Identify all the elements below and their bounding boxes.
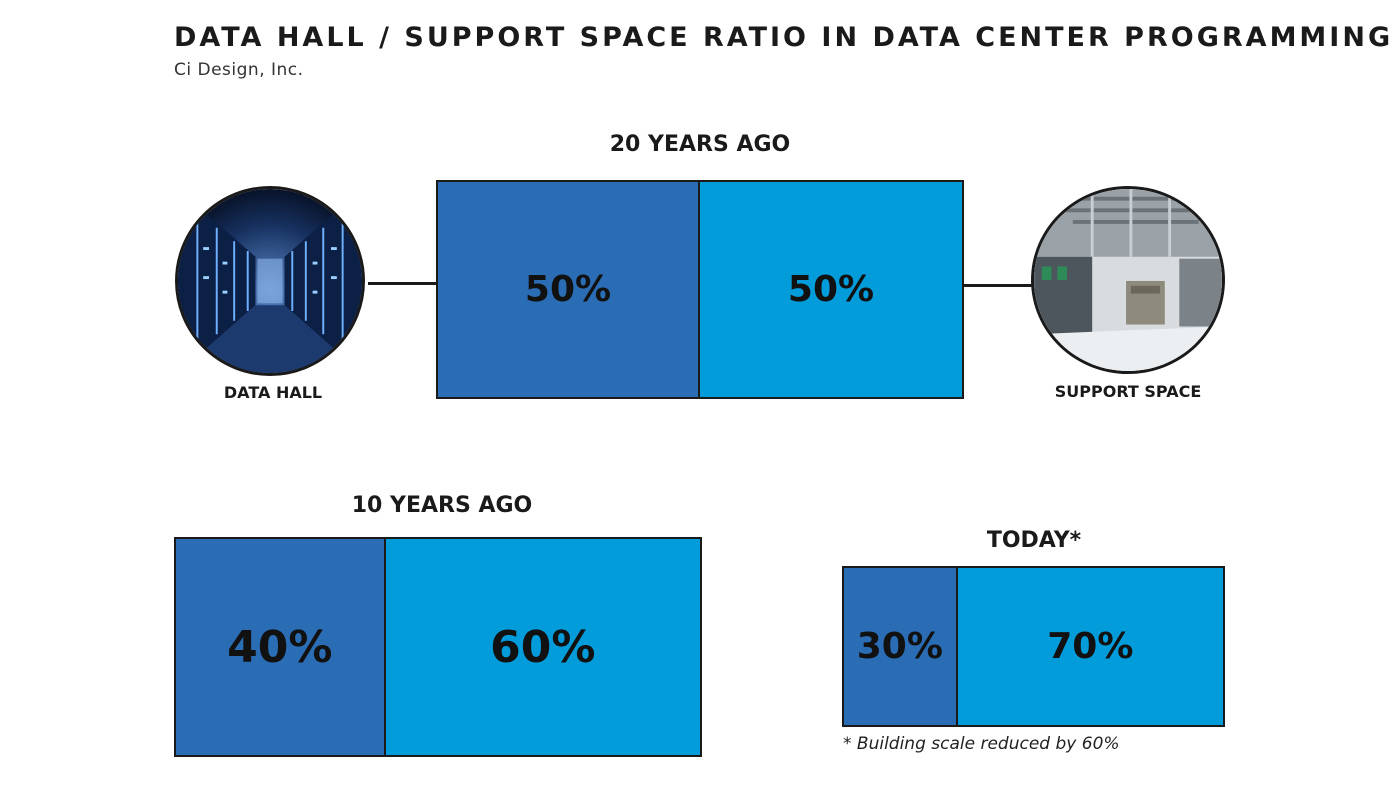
bar-20-years-ago: 50% 50% [436,180,964,399]
support-space-label: SUPPORT SPACE [1054,382,1202,401]
data-hall-photo [175,186,365,376]
support-space-percent-label: 50% [787,269,875,310]
data-hall-segment: 30% [844,568,958,725]
data-hall-segment: 50% [438,182,700,397]
data-hall-percent-label: 40% [227,621,333,673]
heading-10-years-ago: 10 YEARS AGO [351,493,533,518]
data-hall-segment: 40% [176,539,386,755]
data-hall-label: DATA HALL [223,383,323,402]
data-hall-percent-label: 50% [524,269,612,310]
bar-today: 30% 70% [842,566,1225,727]
footnote: * Building scale reduced by 60% [843,734,1120,754]
support-space-photo [1031,186,1225,374]
bar-10-years-ago: 40% 60% [174,537,702,757]
data-hall-percent-label: 30% [856,626,943,667]
support-space-percent-label: 70% [1047,626,1134,667]
mechanical-room-icon [1034,189,1222,371]
connector-left [368,282,438,285]
page-title: DATA HALL / SUPPORT SPACE RATIO IN DATA … [174,22,1394,53]
heading-20-years-ago: 20 YEARS AGO [609,132,791,157]
support-space-segment: 50% [700,182,962,397]
server-aisle-icon [178,189,362,373]
connector-right [962,284,1034,287]
page-subtitle: Ci Design, Inc. [174,60,304,80]
support-space-segment: 70% [957,568,1223,725]
support-space-segment: 60% [385,539,700,755]
support-space-percent-label: 60% [490,621,596,673]
heading-today: TODAY* [986,528,1082,553]
